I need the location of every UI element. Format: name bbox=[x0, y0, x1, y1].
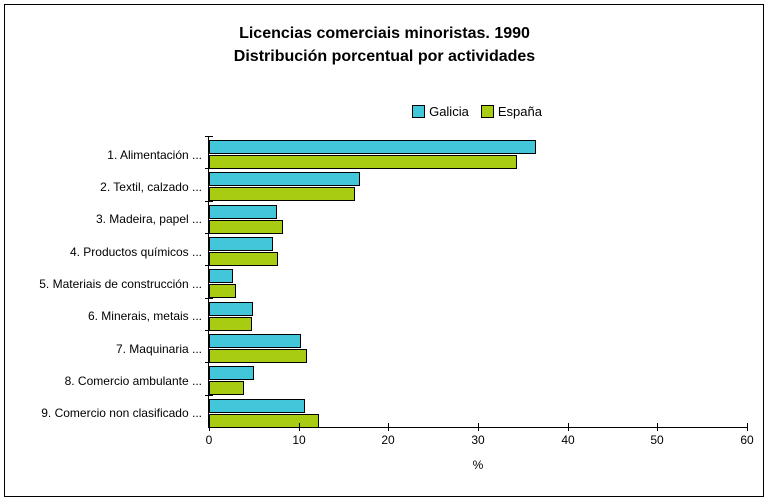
bar-españa-5 bbox=[209, 284, 236, 298]
legend-swatch-espana bbox=[480, 105, 494, 118]
y-axis-tick bbox=[205, 298, 213, 299]
y-axis-tick bbox=[205, 136, 213, 137]
category-label-5: 5. Materiais de construcción ... bbox=[39, 277, 202, 291]
y-axis-tick bbox=[205, 233, 213, 234]
category-label-6: 6. Minerais, metais ... bbox=[87, 309, 202, 323]
category-label-9: 9. Comercio non clasificado ... bbox=[41, 406, 202, 420]
x-axis-tick bbox=[299, 423, 300, 431]
chart-title-line2: Distribución porcentual por actividades bbox=[233, 48, 536, 65]
legend-swatch-galicia bbox=[412, 105, 426, 118]
y-axis-tick bbox=[205, 395, 213, 396]
x-axis-tick bbox=[478, 423, 479, 431]
category-label-3: 3. Madeira, papel ... bbox=[95, 212, 202, 226]
legend-label-espana: España bbox=[497, 104, 542, 119]
plot-area: % 0 10 20 30 40 50 60 bbox=[205, 136, 754, 472]
bar-galicia-3 bbox=[209, 205, 277, 219]
bar-galicia-6 bbox=[209, 302, 253, 316]
y-axis-tick bbox=[205, 201, 213, 202]
y-axis-tick bbox=[205, 362, 213, 363]
legend-item-galicia: Galicia bbox=[412, 104, 469, 119]
x-tick-label-20: 20 bbox=[381, 433, 395, 447]
bar-españa-8 bbox=[209, 381, 244, 395]
bar-galicia-9 bbox=[209, 399, 305, 413]
bar-españa-3 bbox=[209, 220, 283, 234]
x-axis-tick bbox=[747, 423, 748, 431]
bar-españa-7 bbox=[209, 349, 307, 363]
bar-españa-9 bbox=[209, 414, 319, 428]
bar-galicia-5 bbox=[209, 269, 233, 283]
bar-españa-6 bbox=[209, 317, 252, 331]
bar-españa-1 bbox=[209, 155, 517, 169]
bar-galicia-4 bbox=[209, 237, 273, 251]
legend-label-galicia: Galicia bbox=[429, 104, 469, 119]
chart-title: Licencias comerciais minoristas. 1990 Di… bbox=[0, 22, 769, 68]
bar-galicia-2 bbox=[209, 172, 360, 186]
y-axis-tick bbox=[205, 265, 213, 266]
x-axis-tick bbox=[209, 423, 210, 431]
bar-galicia-1 bbox=[209, 140, 536, 154]
x-axis-tick bbox=[657, 423, 658, 431]
legend: Galicia España bbox=[208, 104, 746, 119]
x-tick-label-30: 30 bbox=[471, 433, 485, 447]
bar-galicia-8 bbox=[209, 366, 254, 380]
legend-item-espana: España bbox=[480, 104, 542, 119]
x-tick-label-60: 60 bbox=[740, 433, 754, 447]
x-tick-label-10: 10 bbox=[292, 433, 306, 447]
y-axis-tick bbox=[205, 168, 213, 169]
category-label-8: 8. Comercio ambulante ... bbox=[64, 374, 202, 388]
category-label-4: 4. Productos químicos ... bbox=[69, 245, 202, 259]
x-tick-label-50: 50 bbox=[650, 433, 664, 447]
x-axis-title: % bbox=[472, 458, 484, 472]
bar-españa-4 bbox=[209, 252, 278, 266]
bar-galicia-7 bbox=[209, 334, 301, 348]
y-axis-tick bbox=[205, 330, 213, 331]
bar-españa-2 bbox=[209, 187, 355, 201]
x-axis-tick bbox=[388, 423, 389, 431]
category-label-2: 2. Textil, calzado ... bbox=[100, 180, 202, 194]
category-label-7: 7. Maquinaria ... bbox=[115, 342, 202, 356]
chart-title-line1: Licencias comerciais minoristas. 1990 bbox=[239, 25, 530, 42]
x-tick-label-40: 40 bbox=[561, 433, 575, 447]
x-tick-label-0: 0 bbox=[205, 433, 213, 447]
x-axis-tick bbox=[568, 423, 569, 431]
category-label-1: 1. Alimentación ... bbox=[107, 148, 202, 162]
